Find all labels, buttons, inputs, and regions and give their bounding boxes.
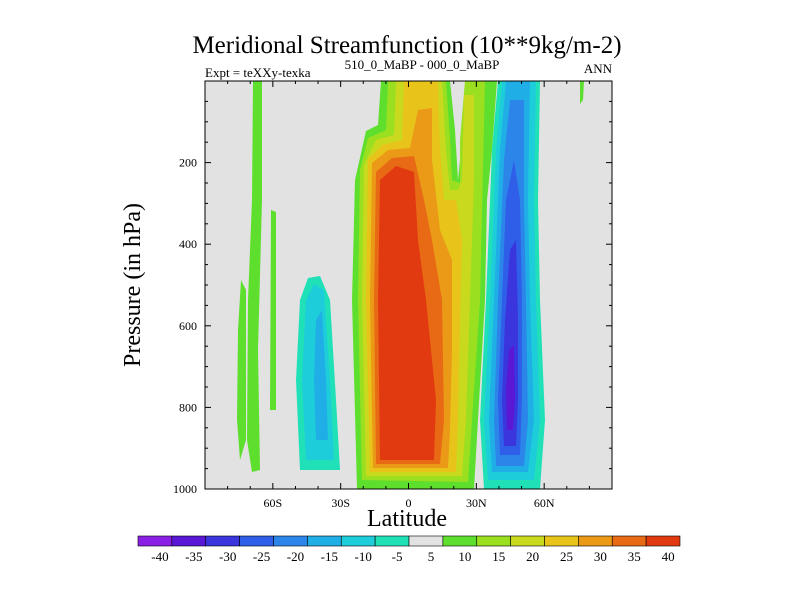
- colorbar-swatch: [374, 535, 410, 547]
- y-tick-label: 600: [179, 319, 197, 333]
- y-tick-label: 800: [179, 400, 197, 414]
- contour-neg-35-north: [506, 345, 515, 430]
- colorbar-swatch: [645, 535, 681, 547]
- x-axis-label: Latitude: [367, 506, 447, 532]
- colorbar-swatch: [307, 535, 342, 547]
- y-tick-label: 200: [179, 156, 197, 170]
- colorbar-label: 35: [628, 549, 641, 564]
- colorbar-label: -15: [321, 549, 338, 564]
- colorbar-swatch: [137, 535, 173, 547]
- plot-area: 60S 30S 0 30N 60N 200 400 600 800 1000: [173, 80, 613, 510]
- contour-pos-5-south-a: [247, 81, 262, 472]
- colorbar-label: -25: [253, 549, 270, 564]
- contour-pos-35: [378, 166, 436, 460]
- colorbar: -40 -35 -30 -25 -20 -15 -10 -5 5 10 15 20 25 30 35 40: [137, 535, 681, 564]
- x-tick-label: 60N: [534, 496, 555, 510]
- colorbar-label: 25: [560, 549, 573, 564]
- colorbar-label: -5: [392, 549, 403, 564]
- subtitle-left: Expt = teXXy-texka: [205, 65, 311, 80]
- colorbar-label: -40: [151, 549, 168, 564]
- colorbar-label: 5: [428, 549, 435, 564]
- colorbar-swatch: [239, 535, 274, 547]
- x-axis: 60S 30S 0 30N 60N: [227, 81, 590, 510]
- colorbar-swatch: [510, 535, 545, 547]
- colorbar-label: -30: [219, 549, 236, 564]
- x-tick-label: 30N: [466, 496, 487, 510]
- y-tick-label: 400: [179, 237, 197, 251]
- chart-title: Meridional Streamfunction (10**9kg/m-2): [192, 32, 621, 59]
- contour-neg-15-south: [314, 310, 328, 440]
- colorbar-label: 10: [458, 549, 471, 564]
- subtitle-right: ANN: [584, 61, 613, 76]
- colorbar-swatch: [442, 535, 478, 547]
- colorbar-swatch: [273, 535, 308, 547]
- y-axis: 200 400 600 800 1000: [173, 100, 612, 496]
- colorbar-label: 15: [492, 549, 505, 564]
- y-tick-label: 1000: [173, 482, 197, 496]
- colorbar-label: 30: [594, 549, 607, 564]
- contour-pos-5-north: [580, 81, 584, 104]
- contour-pos-5-south-c: [270, 210, 276, 410]
- colorbar-swatch: [578, 535, 613, 547]
- colorbar-swatch: [205, 535, 240, 547]
- colorbar-label: 40: [662, 549, 675, 564]
- colorbar-label: -10: [355, 549, 372, 564]
- contour-fills: [237, 81, 584, 489]
- x-tick-label: 60S: [263, 496, 282, 510]
- colorbar-swatch: [476, 535, 511, 547]
- colorbar-label: -35: [185, 549, 202, 564]
- colorbar-swatch: [544, 535, 579, 547]
- colorbar-swatch: [611, 535, 647, 547]
- colorbar-label: -20: [287, 549, 304, 564]
- y-axis-label: Pressure (in hPa): [120, 203, 146, 367]
- colorbar-label: 20: [526, 549, 539, 564]
- colorbar-swatch: [408, 535, 444, 547]
- x-tick-label: 30S: [331, 496, 350, 510]
- colorbar-swatch: [171, 535, 207, 547]
- colorbar-swatch: [340, 535, 376, 547]
- x-tick-label: 0: [406, 496, 412, 510]
- contour-pos-5-south-b: [237, 280, 246, 460]
- subtitle-center: 510_0_MaBP - 000_0_MaBP: [345, 57, 500, 72]
